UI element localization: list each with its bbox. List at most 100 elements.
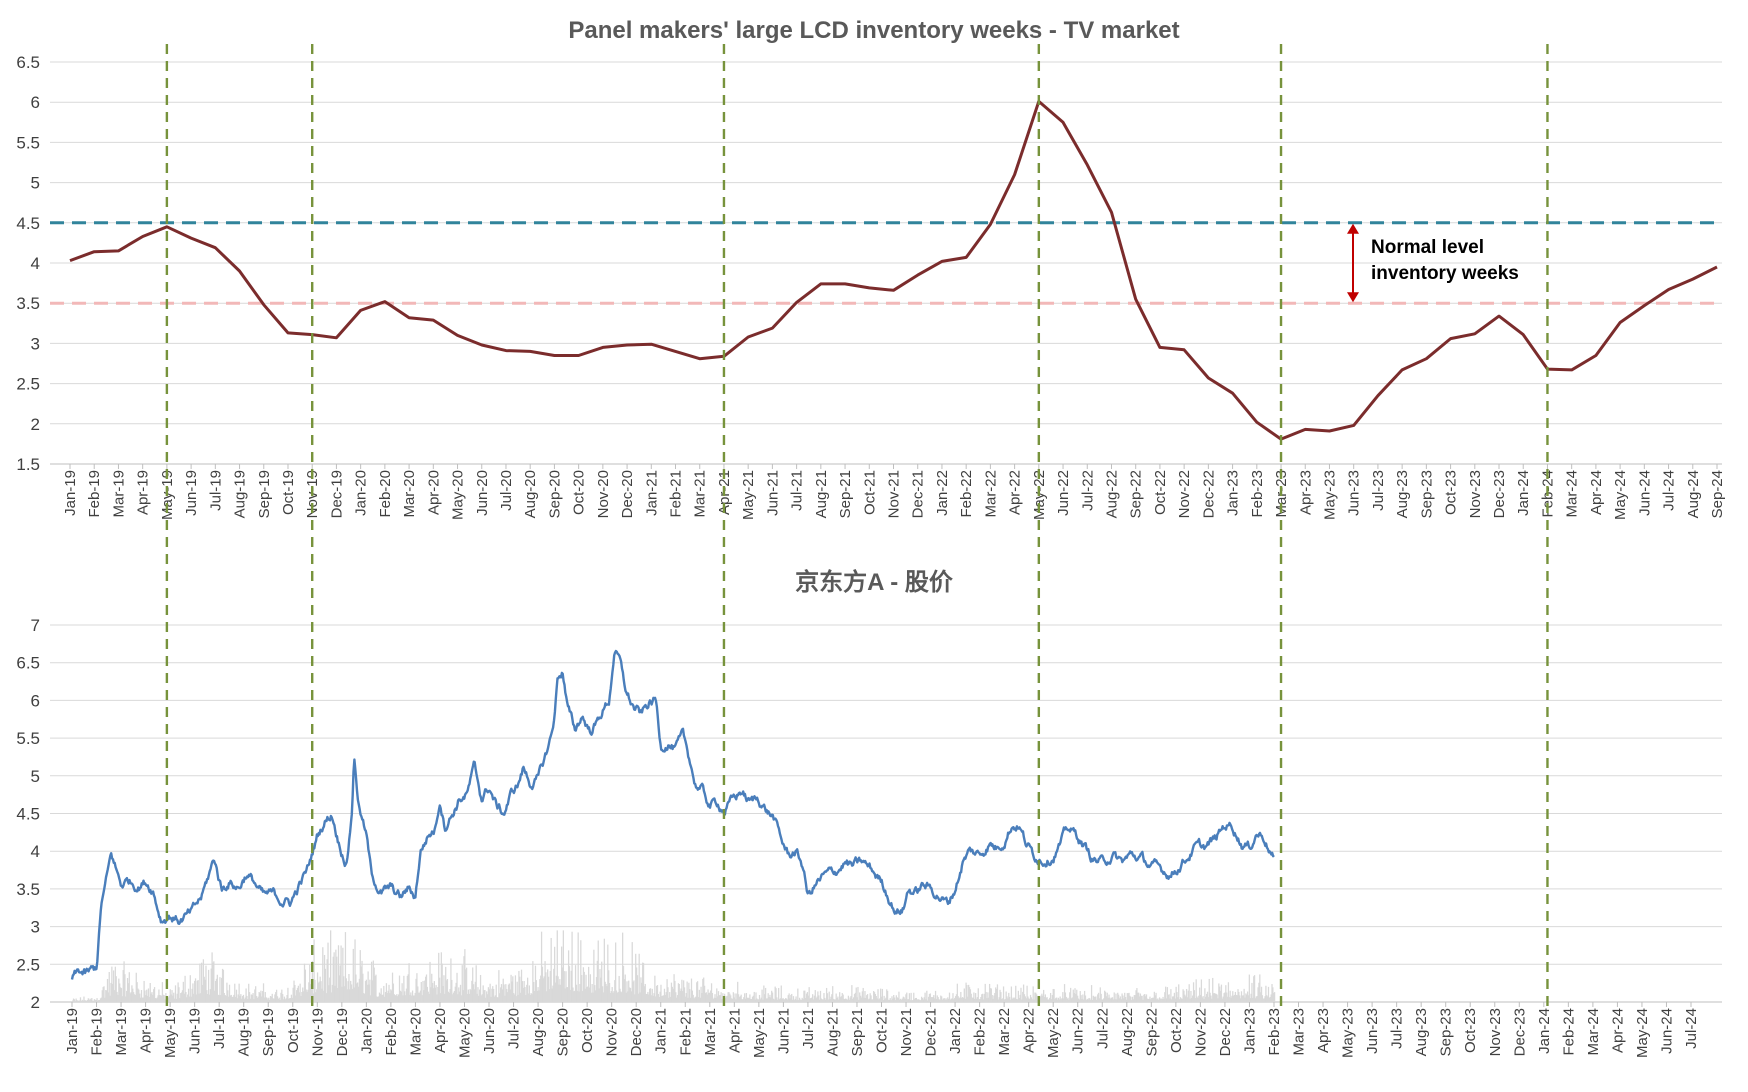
volume-bar bbox=[98, 1000, 100, 1002]
volume-bar bbox=[420, 982, 422, 1002]
bottom-x-tick-label: Jun-24 bbox=[1658, 1008, 1675, 1054]
volume-bar bbox=[746, 997, 748, 1002]
volume-bar bbox=[240, 994, 242, 1002]
volume-bar bbox=[878, 999, 880, 1002]
volume-bar bbox=[1155, 992, 1157, 1002]
volume-bar bbox=[549, 971, 551, 1002]
volume-bar bbox=[331, 984, 334, 1002]
volume-bar bbox=[466, 993, 469, 1002]
volume-bar bbox=[920, 1000, 922, 1002]
bottom-x-tick-label: Mar-24 bbox=[1585, 1008, 1602, 1056]
volume-bar bbox=[412, 995, 415, 1002]
volume-bar bbox=[737, 981, 739, 1002]
volume-bar bbox=[457, 994, 459, 1002]
volume-bar bbox=[1010, 986, 1013, 1002]
volume-bar bbox=[1071, 997, 1074, 1002]
volume-bar bbox=[1111, 997, 1114, 1002]
volume-bar bbox=[1082, 994, 1084, 1002]
volume-bar bbox=[1057, 997, 1060, 1002]
volume-bar bbox=[830, 996, 832, 1002]
volume-bar bbox=[201, 984, 204, 1002]
volume-bar bbox=[1148, 998, 1150, 1002]
volume-bar bbox=[401, 983, 403, 1002]
volume-bar bbox=[502, 978, 504, 1002]
volume-bar bbox=[135, 972, 137, 1002]
top-x-tick-label: Nov-21 bbox=[886, 470, 903, 518]
volume-bar bbox=[808, 987, 810, 1002]
volume-bar bbox=[827, 999, 829, 1002]
bottom-x-tick-label: Oct-23 bbox=[1462, 1008, 1479, 1053]
volume-bar bbox=[1069, 992, 1071, 1002]
volume-bar bbox=[1233, 994, 1236, 1002]
volume-bar bbox=[652, 995, 654, 1002]
volume-bar bbox=[202, 959, 205, 1002]
volume-bar bbox=[871, 999, 873, 1002]
volume-bar bbox=[123, 961, 125, 1002]
volume-bar bbox=[1049, 992, 1052, 1002]
volume-bar bbox=[1061, 998, 1063, 1002]
volume-bar bbox=[855, 987, 857, 1002]
volume-bar bbox=[431, 973, 433, 1002]
volume-bar bbox=[932, 996, 934, 1002]
volume-bar bbox=[709, 992, 711, 1002]
volume-bar bbox=[234, 983, 236, 1002]
volume-bar bbox=[110, 982, 112, 1002]
volume-bar bbox=[840, 996, 843, 1002]
volume-bar bbox=[858, 999, 860, 1002]
volume-bar bbox=[1052, 988, 1054, 1002]
volume-bar bbox=[198, 993, 200, 1002]
volume-bar bbox=[143, 980, 145, 1002]
volume-bar bbox=[522, 987, 524, 1002]
volume-bar bbox=[907, 999, 909, 1002]
bottom-y-tick-label: 2.5 bbox=[16, 955, 40, 974]
volume-bar bbox=[807, 995, 809, 1002]
volume-bar bbox=[1218, 983, 1220, 1002]
volume-bar bbox=[1241, 995, 1243, 1002]
volume-bar bbox=[868, 998, 870, 1002]
volume-bar bbox=[917, 999, 919, 1002]
volume-bar bbox=[459, 984, 462, 1002]
volume-bar bbox=[935, 998, 938, 1002]
volume-bar bbox=[1166, 987, 1169, 1002]
volume-bar bbox=[267, 999, 269, 1002]
volume-bar bbox=[264, 992, 266, 1002]
volume-bar bbox=[865, 997, 867, 1002]
volume-bar bbox=[536, 990, 538, 1002]
volume-bar bbox=[1260, 992, 1262, 1002]
volume-bar bbox=[357, 986, 360, 1002]
volume-bar bbox=[575, 984, 578, 1002]
volume-bar bbox=[1064, 992, 1067, 1002]
volume-bar bbox=[833, 999, 836, 1002]
bottom-y-tick-label: 6.5 bbox=[16, 654, 40, 673]
volume-bar bbox=[1042, 995, 1044, 1002]
volume-bar bbox=[1181, 998, 1183, 1002]
volume-bar bbox=[757, 999, 760, 1002]
volume-bar bbox=[228, 996, 230, 1002]
top-x-tick-label: Jul-21 bbox=[789, 470, 806, 511]
volume-bar bbox=[704, 993, 707, 1002]
volume-bar bbox=[280, 992, 282, 1002]
volume-bar bbox=[837, 996, 839, 1002]
volume-bar bbox=[944, 999, 946, 1002]
volume-bar bbox=[258, 991, 260, 1002]
volume-bar bbox=[947, 998, 950, 1002]
volume-bar bbox=[256, 997, 259, 1002]
volume-bar bbox=[442, 986, 444, 1002]
volume-bar bbox=[699, 997, 701, 1002]
volume-bar bbox=[235, 989, 238, 1002]
volume-bar bbox=[673, 974, 675, 1002]
top-x-tick-label: Mar-20 bbox=[401, 470, 418, 518]
bottom-x-tick-label: Mar-23 bbox=[1291, 1008, 1308, 1056]
volume-bar bbox=[812, 994, 814, 1002]
top-x-tick-label: Nov-20 bbox=[595, 470, 612, 518]
volume-bar bbox=[132, 988, 134, 1002]
volume-bar bbox=[1022, 991, 1024, 1002]
volume-bar bbox=[1260, 986, 1263, 1002]
volume-bar bbox=[623, 979, 626, 1002]
volume-bar bbox=[902, 996, 904, 1002]
volume-bar bbox=[1013, 998, 1015, 1002]
top-x-tick-label: Oct-19 bbox=[280, 470, 297, 515]
volume-bar bbox=[397, 996, 399, 1002]
volume-bar bbox=[484, 989, 486, 1002]
volume-bar bbox=[793, 1000, 795, 1002]
